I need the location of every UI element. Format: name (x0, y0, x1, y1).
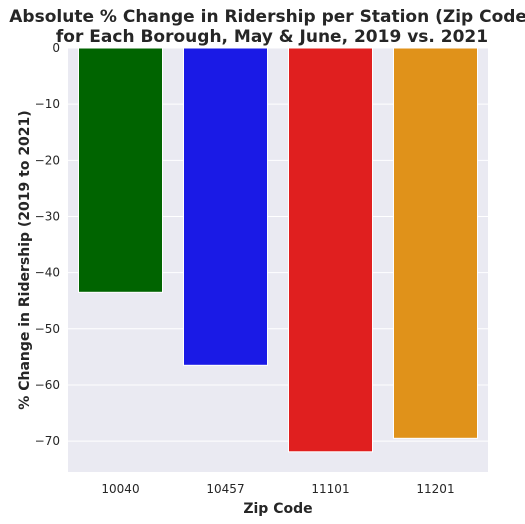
x-axis-ticks: 10040 10457 11101 11201 (101, 482, 454, 496)
x-tick-label: 10040 (101, 482, 139, 496)
x-axis-label: Zip Code (243, 501, 312, 517)
bar-11201 (393, 47, 478, 439)
bars (78, 47, 478, 453)
y-axis-label: % Change in Ridership (2019 to 2021) (17, 110, 33, 409)
bar-11101 (288, 47, 373, 453)
y-tick-label: −40 (35, 266, 60, 280)
bar-10457 (183, 47, 268, 366)
y-tick-label: −20 (35, 153, 60, 167)
chart-title-line-1: Absolute % Change in Ridership per Stati… (9, 7, 525, 27)
y-tick-label: −10 (35, 97, 60, 111)
chart-title-line-2: for Each Borough, May & June, 2019 vs. 2… (56, 27, 488, 47)
x-tick-label: 10457 (206, 482, 244, 496)
y-tick-label: −70 (35, 434, 60, 448)
y-tick-label: −60 (35, 378, 60, 392)
y-tick-label: 0 (52, 41, 60, 55)
x-tick-label: 11101 (311, 482, 349, 496)
y-tick-label: −50 (35, 322, 60, 336)
x-tick-label: 11201 (416, 482, 454, 496)
y-tick-label: −30 (35, 209, 60, 223)
y-axis-ticks: 0 −10 −20 −30 −40 −50 −60 −70 (35, 41, 60, 448)
bar-10040 (78, 47, 163, 293)
